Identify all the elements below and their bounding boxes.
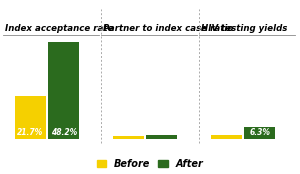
Text: 48.2%: 48.2% (51, 128, 77, 137)
Text: 6.3%: 6.3% (249, 128, 270, 137)
Text: Index acceptance rate: Index acceptance rate (5, 24, 113, 33)
Text: 2.1%: 2.1% (216, 128, 237, 137)
Bar (211, 135, 242, 139)
Bar (244, 126, 275, 139)
Text: 1.7: 1.7 (122, 128, 135, 137)
Text: HIV testing yields: HIV testing yields (201, 24, 287, 33)
Text: 21.7%: 21.7% (17, 128, 44, 137)
Legend: Before, After: Before, After (97, 159, 203, 169)
Bar (146, 135, 177, 139)
Bar (113, 136, 144, 139)
Text: 1.9: 1.9 (155, 128, 168, 137)
Bar (15, 96, 46, 139)
Bar (48, 42, 80, 139)
Text: Partner to index case ratio: Partner to index case ratio (103, 24, 233, 33)
